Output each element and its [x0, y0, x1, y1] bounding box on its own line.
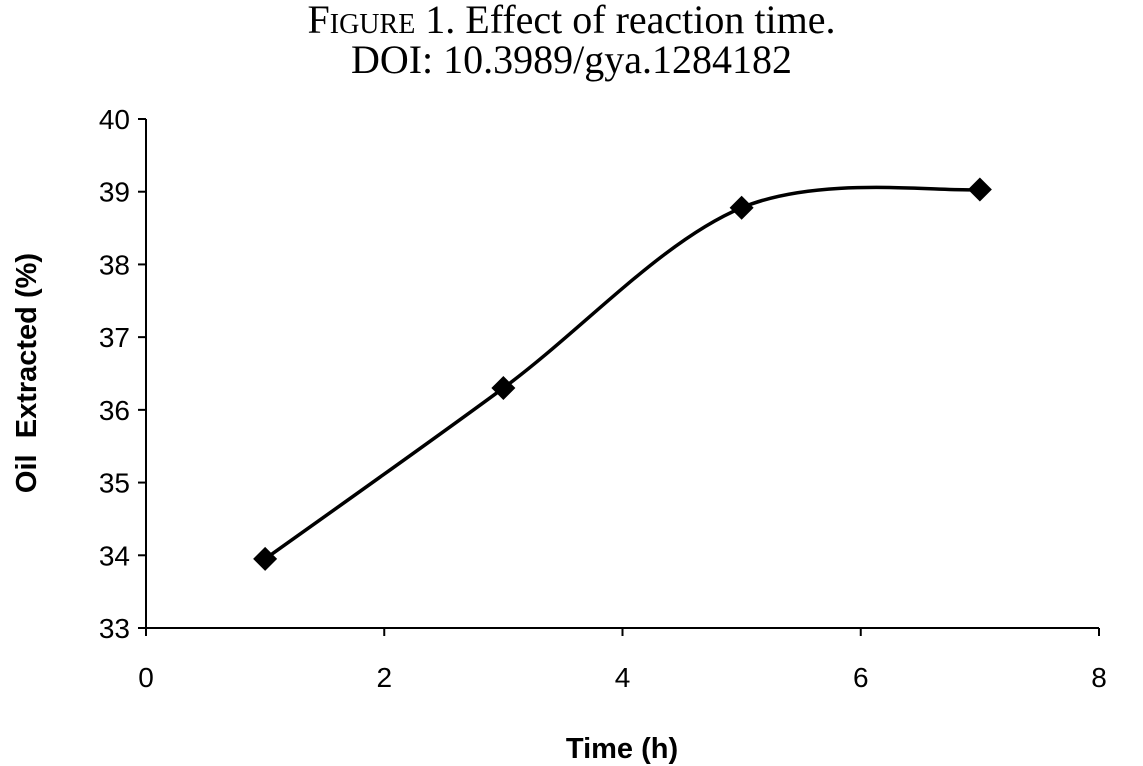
x-tick-label: 6 [853, 662, 869, 693]
x-tick-label: 0 [138, 662, 154, 693]
y-tick-label: 35 [99, 468, 130, 499]
y-tick-label: 36 [99, 395, 130, 426]
series-line [264, 185, 981, 561]
data-point-marker [491, 376, 516, 401]
figure-label: Figure 1. [307, 0, 456, 42]
y-tick-label: 40 [99, 104, 130, 135]
series-markers [253, 177, 992, 571]
chart-axes [145, 119, 1099, 629]
y-tick-label: 33 [99, 613, 130, 644]
x-axis-title: Time (h) [566, 733, 678, 765]
data-point-marker [729, 195, 754, 220]
x-tick-label: 2 [376, 662, 392, 693]
figure-caption-text: Effect of reaction time. [465, 0, 836, 42]
y-tick-label: 39 [99, 177, 130, 208]
caption-line: Figure 1. Effect of reaction time. [0, 0, 1143, 40]
x-axis-ticks: 0 2 4 6 8 [138, 628, 1107, 693]
y-tick-label: 34 [99, 540, 130, 571]
figure-doi: DOI: 10.3989/gya.1284182 [350, 37, 793, 82]
y-tick-label: 38 [99, 249, 130, 280]
data-point-marker [967, 177, 992, 202]
x-tick-label: 8 [1091, 662, 1107, 693]
x-tick-label: 4 [615, 662, 631, 693]
y-axis-title: Oil Extracted (%) [11, 253, 43, 493]
series-line-group [264, 185, 981, 561]
data-point-marker [253, 546, 278, 571]
y-tick-label: 37 [99, 322, 130, 353]
y-axis-ticks: 33 34 35 36 37 38 39 40 [99, 104, 146, 644]
